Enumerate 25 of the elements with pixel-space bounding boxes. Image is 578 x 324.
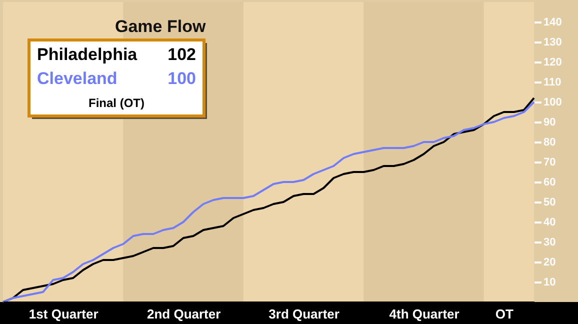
y-tick-label: 120: [544, 56, 562, 68]
text: Cleveland: [37, 69, 118, 88]
x-tick-label: 4th Quarter: [389, 306, 460, 322]
y-tick-label: 140: [544, 16, 562, 28]
y-tick-label: 110: [544, 76, 562, 88]
y-tick-label: 130: [544, 36, 562, 48]
y-tick-label: 80: [544, 136, 556, 148]
annotation: Final (OT): [88, 96, 144, 110]
y-tick-label: 50: [544, 196, 556, 208]
y-tick-label: 20: [544, 256, 556, 268]
y-tick-label: 10: [544, 276, 556, 288]
y-tick-label: 70: [544, 156, 556, 168]
y-tick-label: 90: [544, 116, 556, 128]
x-tick-label: 1st Quarter: [28, 306, 98, 322]
y-tick-label: 30: [544, 236, 556, 248]
x-tick-label: 2nd Quarter: [146, 306, 221, 322]
text: Philadelphia: [37, 45, 138, 64]
text: Game Flow: [115, 17, 206, 36]
x-tick-label: OT: [495, 306, 514, 322]
y-tick-label: 40: [544, 216, 556, 228]
annotation: 100: [168, 69, 196, 88]
annotation: 102: [168, 45, 196, 64]
x-tick-label: 3rd Quarter: [268, 306, 340, 322]
y-tick-label: 60: [544, 176, 556, 188]
y-tick-label: 100: [544, 96, 562, 108]
